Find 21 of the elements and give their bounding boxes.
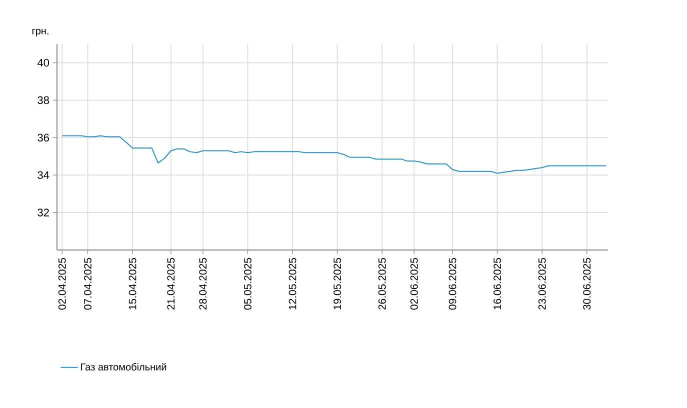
x-tick-label: 21.04.2025	[167, 258, 175, 310]
x-tick-label: 05.05.2025	[244, 258, 252, 310]
x-tick-label: 07.04.2025	[84, 258, 92, 310]
y-tick-label: 36	[38, 134, 49, 142]
x-tick-label: 15.04.2025	[128, 258, 136, 310]
y-tick-label: 40	[37, 58, 50, 67]
x-tick-label: 12.05.2025	[288, 258, 296, 310]
x-tick-label: 09.06.2025	[448, 258, 456, 310]
legend-label: Газ автомобільний	[81, 362, 166, 370]
x-tick-label: 19.05.2025	[334, 258, 342, 310]
x-tick-label: 30.06.2025	[583, 258, 591, 310]
x-tick-label: 02.06.2025	[410, 258, 418, 310]
x-tick-label: 26.05.2025	[378, 258, 386, 310]
x-tick-label: 16.06.2025	[494, 258, 502, 310]
y-axis-title: грн.	[32, 28, 48, 36]
y-tick-label: 38	[38, 96, 49, 104]
x-tick-label: 23.06.2025	[538, 258, 546, 310]
x-tick-label: 28.04.2025	[199, 258, 207, 310]
y-tick-label: 34	[38, 171, 50, 179]
x-tick-label: 02.04.2025	[58, 258, 66, 310]
y-tick-label: 32	[38, 208, 49, 216]
